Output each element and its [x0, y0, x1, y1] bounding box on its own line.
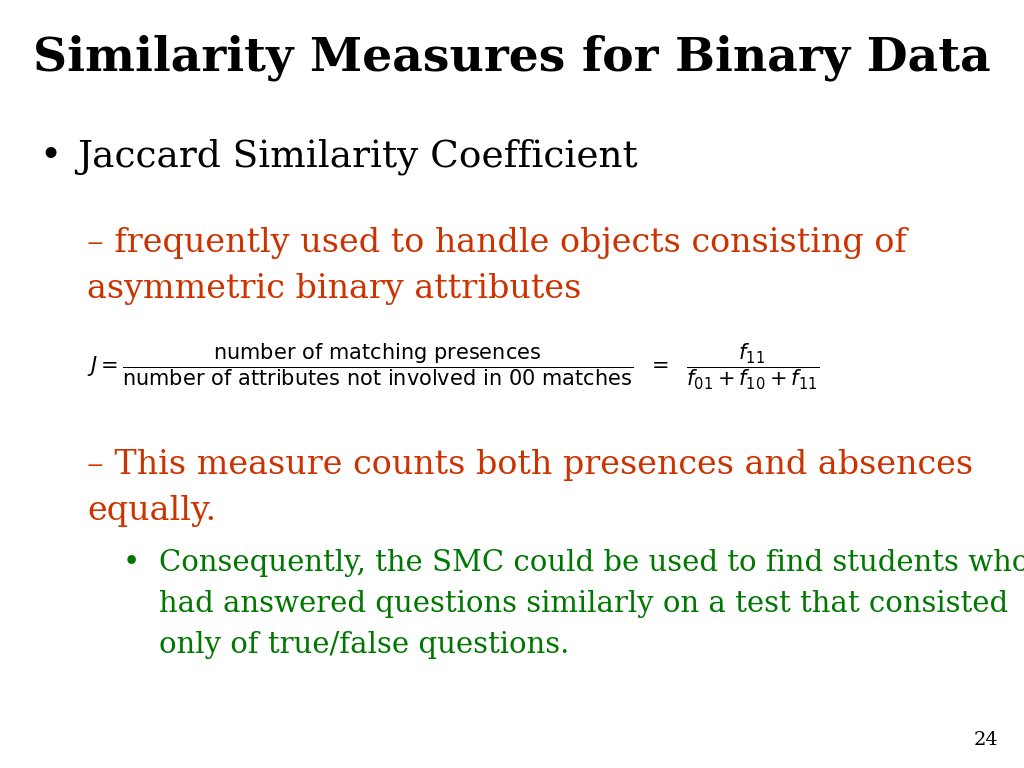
Text: $\mathit{J} = \dfrac{\mathrm{number\ of\ matching\ presences}}{\mathrm{number\ o: $\mathit{J} = \dfrac{\mathrm{number\ of\… — [87, 342, 819, 392]
Text: •: • — [123, 549, 140, 577]
Text: Similarity Measures for Binary Data: Similarity Measures for Binary Data — [33, 35, 991, 81]
Text: had answered questions similarly on a test that consisted: had answered questions similarly on a te… — [159, 590, 1008, 617]
Text: 24: 24 — [974, 731, 998, 749]
Text: – This measure counts both presences and absences: – This measure counts both presences and… — [87, 449, 973, 482]
Text: asymmetric binary attributes: asymmetric binary attributes — [87, 273, 582, 305]
Text: only of true/false questions.: only of true/false questions. — [159, 631, 569, 658]
Text: – frequently used to handle objects consisting of: – frequently used to handle objects cons… — [87, 227, 907, 259]
Text: Consequently, the SMC could be used to find students who: Consequently, the SMC could be used to f… — [159, 549, 1024, 577]
Text: •: • — [39, 138, 61, 174]
Text: Jaccard Similarity Coefficient: Jaccard Similarity Coefficient — [77, 138, 637, 175]
Text: equally.: equally. — [87, 495, 216, 528]
